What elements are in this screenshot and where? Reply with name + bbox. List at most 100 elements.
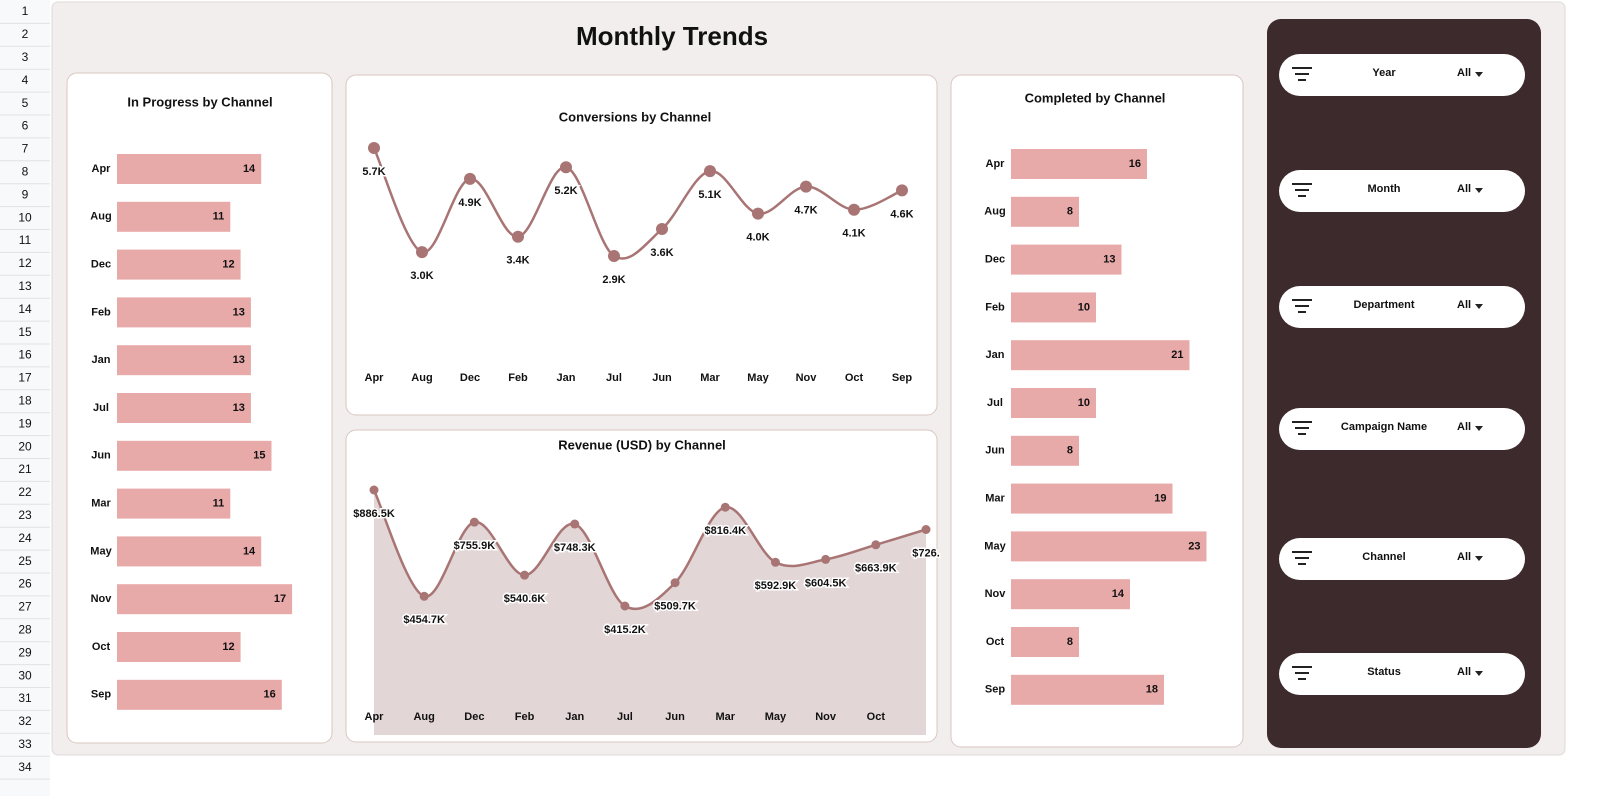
row-number: 24 xyxy=(18,531,32,545)
category-label: Aug xyxy=(411,372,432,384)
category-label: Feb xyxy=(985,301,1005,313)
category-label: Sep xyxy=(892,372,912,384)
chart-title: Conversions by Channel xyxy=(559,109,711,124)
row-number: 17 xyxy=(18,371,32,385)
category-label: Jul xyxy=(93,402,109,414)
filter-pill[interactable] xyxy=(1279,286,1525,328)
data-label: $454.7K xyxy=(403,614,445,626)
bar xyxy=(117,488,231,519)
row-number: 20 xyxy=(18,439,32,453)
point xyxy=(752,207,764,220)
category-label: Mar xyxy=(985,493,1005,505)
filter-pill[interactable] xyxy=(1279,538,1525,580)
dashboard-title: Monthly Trends xyxy=(576,21,768,51)
data-label: 8 xyxy=(1067,445,1073,457)
data-label: 4.1K xyxy=(842,228,865,240)
point xyxy=(821,554,831,564)
data-label: 4.0K xyxy=(746,231,769,243)
category-label: Apr xyxy=(986,158,1006,170)
category-label: Oct xyxy=(845,372,864,384)
dropdown-arrow[interactable] xyxy=(1475,556,1483,561)
data-label: $592.9K xyxy=(755,580,797,592)
bar xyxy=(117,440,272,471)
row-number: 16 xyxy=(18,348,32,362)
category-label: Oct xyxy=(867,711,886,723)
filter-value[interactable]: All xyxy=(1457,666,1471,678)
row-number: 18 xyxy=(18,393,32,407)
bar xyxy=(1011,244,1122,275)
data-label: 16 xyxy=(264,689,276,701)
dropdown-arrow[interactable] xyxy=(1475,304,1483,309)
row-number: 34 xyxy=(18,760,32,774)
filter-pill[interactable] xyxy=(1279,54,1525,96)
point xyxy=(570,519,580,529)
row-number: 30 xyxy=(18,668,32,682)
filter-label: Status xyxy=(1367,666,1401,678)
row-number: 5 xyxy=(22,96,29,110)
filter-value[interactable]: All xyxy=(1457,183,1471,195)
filter-label: Department xyxy=(1353,299,1414,311)
filter-pill[interactable] xyxy=(1279,653,1525,695)
data-label: 15 xyxy=(253,450,265,462)
row-number: 7 xyxy=(22,142,29,156)
bar xyxy=(117,297,251,328)
data-label: 14 xyxy=(243,163,256,175)
point xyxy=(560,161,572,174)
filter-value[interactable]: All xyxy=(1457,421,1471,433)
data-label: 3.4K xyxy=(506,255,529,267)
category-label: Mar xyxy=(715,711,735,723)
data-label: $663.9K xyxy=(855,563,897,575)
filter-label: Channel xyxy=(1362,551,1405,563)
chart-panel xyxy=(345,74,938,416)
row-number: 4 xyxy=(22,73,29,87)
point xyxy=(871,540,881,550)
data-label: 12 xyxy=(222,259,234,271)
bar xyxy=(1011,149,1147,179)
row-number: 15 xyxy=(18,325,32,339)
filter-pill[interactable] xyxy=(1279,408,1525,450)
point xyxy=(770,557,780,567)
category-label: Jun xyxy=(652,372,672,384)
filter-value[interactable]: All xyxy=(1457,551,1471,563)
category-label: May xyxy=(90,545,112,557)
data-label: $755.9K xyxy=(454,540,496,552)
data-label: 8 xyxy=(1067,206,1073,218)
category-label: Mar xyxy=(91,498,111,510)
bar xyxy=(117,201,231,232)
point xyxy=(800,180,812,193)
dropdown-arrow[interactable] xyxy=(1475,671,1483,676)
bar xyxy=(1011,196,1079,227)
data-label: $540.6K xyxy=(504,593,546,605)
data-label: 13 xyxy=(233,354,245,366)
chart-title: Completed by Channel xyxy=(1025,90,1166,105)
dropdown-arrow[interactable] xyxy=(1475,188,1483,193)
bar xyxy=(117,632,241,662)
dropdown-arrow[interactable] xyxy=(1475,426,1483,431)
point xyxy=(512,230,524,243)
point xyxy=(620,601,630,611)
row-number: 22 xyxy=(18,485,32,499)
filter-label: Month xyxy=(1368,183,1401,195)
bar xyxy=(1011,483,1173,514)
category-label: Sep xyxy=(91,689,111,701)
data-label: $509.7K xyxy=(654,601,696,613)
data-label: 14 xyxy=(243,545,256,557)
chart-panel xyxy=(950,74,1244,748)
category-label: Oct xyxy=(986,636,1005,648)
category-label: Jan xyxy=(557,372,576,384)
data-label: 4.7K xyxy=(794,204,817,216)
point xyxy=(656,223,668,235)
filter-value[interactable]: All xyxy=(1457,299,1471,311)
row-number: 28 xyxy=(18,622,32,636)
dropdown-arrow[interactable] xyxy=(1475,72,1483,77)
row-number: 13 xyxy=(18,279,32,293)
category-label: Mar xyxy=(700,372,720,384)
category-label: Sep xyxy=(985,684,1005,696)
category-label: Nov xyxy=(796,372,818,384)
filter-pill[interactable] xyxy=(1279,170,1525,212)
point xyxy=(464,172,476,185)
filter-value[interactable]: All xyxy=(1457,67,1471,79)
bar xyxy=(1011,340,1190,371)
row-number: 32 xyxy=(18,714,32,728)
chart-title: Revenue (USD) by Channel xyxy=(558,437,726,452)
